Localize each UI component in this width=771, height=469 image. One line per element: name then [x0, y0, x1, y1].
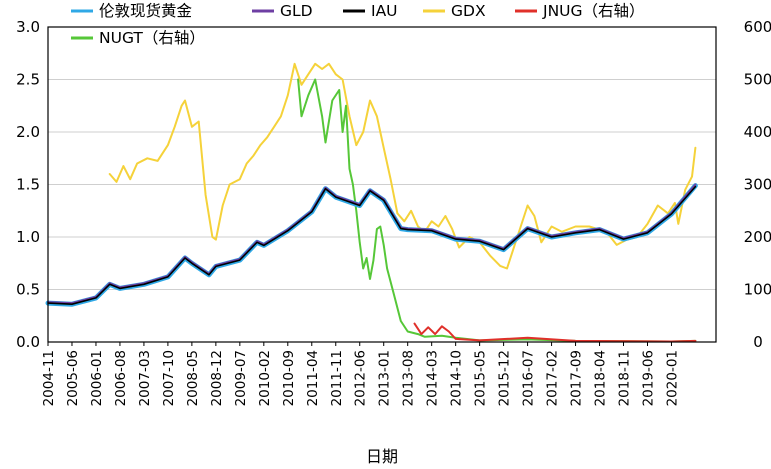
- x-tick-label: 2015-12: [497, 350, 513, 406]
- x-tick-label: 2005-06: [65, 350, 81, 406]
- legend-label: GLD: [280, 2, 313, 20]
- x-tick-label: 2020-01: [664, 350, 680, 406]
- plot-area: [45, 62, 698, 343]
- x-axis-title: 日期: [366, 447, 398, 466]
- right-y-tick-label: 200: [744, 228, 771, 246]
- x-tick-label: 2019-06: [640, 350, 656, 406]
- right-y-tick-label: 600: [744, 18, 771, 36]
- left-y-tick-label: 3.0: [16, 18, 40, 36]
- grid-lines: [48, 26, 716, 343]
- left-y-tick-label: 1.5: [16, 176, 40, 194]
- x-axis: 2004-11 2005-06 2006-01 2006-08 2007-03 2007-…: [41, 342, 680, 406]
- x-tick-label: 2016-07: [521, 350, 537, 406]
- x-tick-label: 2010-09: [281, 350, 297, 406]
- x-tick-label: 2011-04: [305, 350, 321, 406]
- left-y-tick-label: 1.0: [16, 228, 40, 246]
- x-tick-label: 2007-10: [161, 350, 177, 406]
- x-tick-label: 2013-08: [401, 350, 417, 406]
- legend-label: JNUG（右轴）: [542, 2, 645, 20]
- x-tick-label: 2013-01: [377, 350, 393, 406]
- x-tick-label: 2009-07: [233, 350, 249, 406]
- plot-frame: [47, 26, 717, 343]
- x-tick-label: 2008-05: [185, 350, 201, 406]
- legend: 伦敦现货黄金 GLD IAU GDX JNUG（右轴） NUGT（右轴）: [71, 2, 645, 47]
- legend-label: IAU: [371, 2, 398, 20]
- left-y-tick-label: 0.5: [16, 281, 40, 299]
- x-tick-label: 2014-10: [449, 350, 465, 406]
- right-y-tick-label: 400: [744, 123, 771, 141]
- x-tick-label: 2018-04: [593, 350, 609, 406]
- legend-label: 伦敦现货黄金: [99, 2, 193, 20]
- series-line-3: [108, 62, 697, 270]
- x-tick-label: 2004-11: [41, 350, 57, 406]
- x-tick-label: 2006-01: [89, 350, 105, 406]
- series-line-5: [413, 322, 697, 343]
- x-tick-label: 2015-05: [473, 350, 489, 406]
- x-tick-label: 2017-09: [569, 350, 585, 406]
- right-y-tick-label: 500: [744, 71, 771, 89]
- x-tick-label: 2018-11: [617, 350, 633, 406]
- left-y-axis: 0.0 0.5 1.0 1.5 2.0 2.5 3.0: [16, 18, 40, 351]
- left-y-tick-label: 2.5: [16, 71, 40, 89]
- x-tick-label: 2011-11: [329, 350, 345, 406]
- x-tick-label: 2008-12: [209, 350, 225, 406]
- left-y-tick-label: 0.0: [16, 333, 40, 351]
- x-tick-label: 2006-08: [113, 350, 129, 406]
- x-tick-label: 2012-06: [353, 350, 369, 406]
- x-tick-label: 2014-03: [425, 350, 441, 406]
- right-y-axis: 0 100 200 300 400 500 600: [744, 18, 771, 351]
- x-tick-label: 2017-02: [545, 350, 561, 406]
- legend-label: GDX: [451, 2, 486, 20]
- series-line-0: [45, 183, 698, 307]
- legend-label: NUGT（右轴）: [99, 29, 205, 47]
- left-y-tick-label: 2.0: [16, 123, 40, 141]
- right-y-tick-label: 100: [744, 281, 771, 299]
- right-y-tick-label: 300: [744, 176, 771, 194]
- x-tick-label: 2010-02: [257, 350, 273, 406]
- x-tick-label: 2007-03: [137, 350, 153, 406]
- right-y-tick-label: 0: [753, 333, 763, 351]
- series-line-4: [297, 78, 697, 343]
- series-line-2: [47, 185, 697, 305]
